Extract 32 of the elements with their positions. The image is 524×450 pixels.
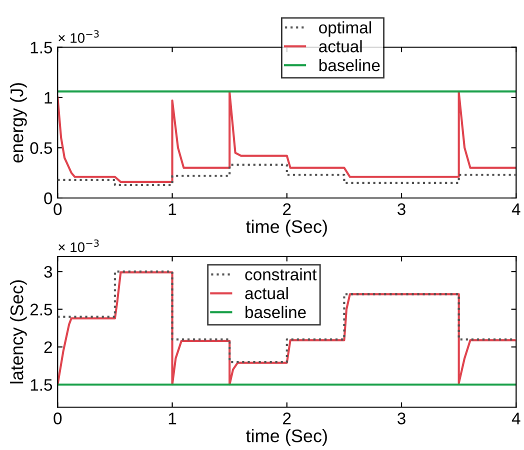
y-tick-label: 2 bbox=[44, 341, 52, 353]
x-tick-label: 0 bbox=[54, 203, 62, 216]
y-tick-label: 1 bbox=[44, 92, 52, 104]
x-tick-label: 1 bbox=[168, 203, 176, 215]
legend-label: optimal bbox=[319, 21, 371, 37]
legend-label: actual bbox=[245, 287, 288, 300]
y-tick-label: 1.5 bbox=[30, 42, 52, 54]
x-tick-label: 3 bbox=[398, 412, 406, 424]
y-axis-title: energy (J) bbox=[10, 83, 27, 162]
y-tick-label: 1.5 bbox=[30, 379, 52, 391]
x-tick-label: 1 bbox=[168, 412, 176, 424]
x-axis-title: time (Sec) bbox=[246, 429, 327, 446]
text: × 10$^{−3}$ bbox=[58, 30, 99, 43]
text: × 10$^{−3}$ bbox=[58, 239, 99, 252]
x-tick-label: 3 bbox=[398, 203, 406, 216]
y-axis-title: latency (Sec) bbox=[10, 280, 27, 384]
legend-label: baseline bbox=[319, 58, 380, 72]
x-tick-label: 4 bbox=[512, 412, 520, 424]
x-tick-label: 0 bbox=[54, 412, 62, 424]
legend-label: constraint bbox=[245, 268, 317, 280]
x-tick-label: 4 bbox=[512, 203, 520, 215]
y-tick-label: 3 bbox=[44, 266, 52, 278]
y-tick-label: 0 bbox=[44, 192, 52, 204]
x-tick-label: 2 bbox=[283, 412, 291, 424]
legend-label: actual bbox=[319, 40, 362, 52]
y-tick-label: 2.5 bbox=[30, 304, 52, 316]
x-axis-title: time (Sec) bbox=[246, 220, 327, 237]
line-series bbox=[58, 91, 516, 183]
line-series bbox=[58, 164, 516, 186]
legend-label: baseline bbox=[246, 306, 306, 318]
x-tick-label: 2 bbox=[283, 203, 291, 215]
y-tick-label: 0.5 bbox=[30, 142, 52, 154]
